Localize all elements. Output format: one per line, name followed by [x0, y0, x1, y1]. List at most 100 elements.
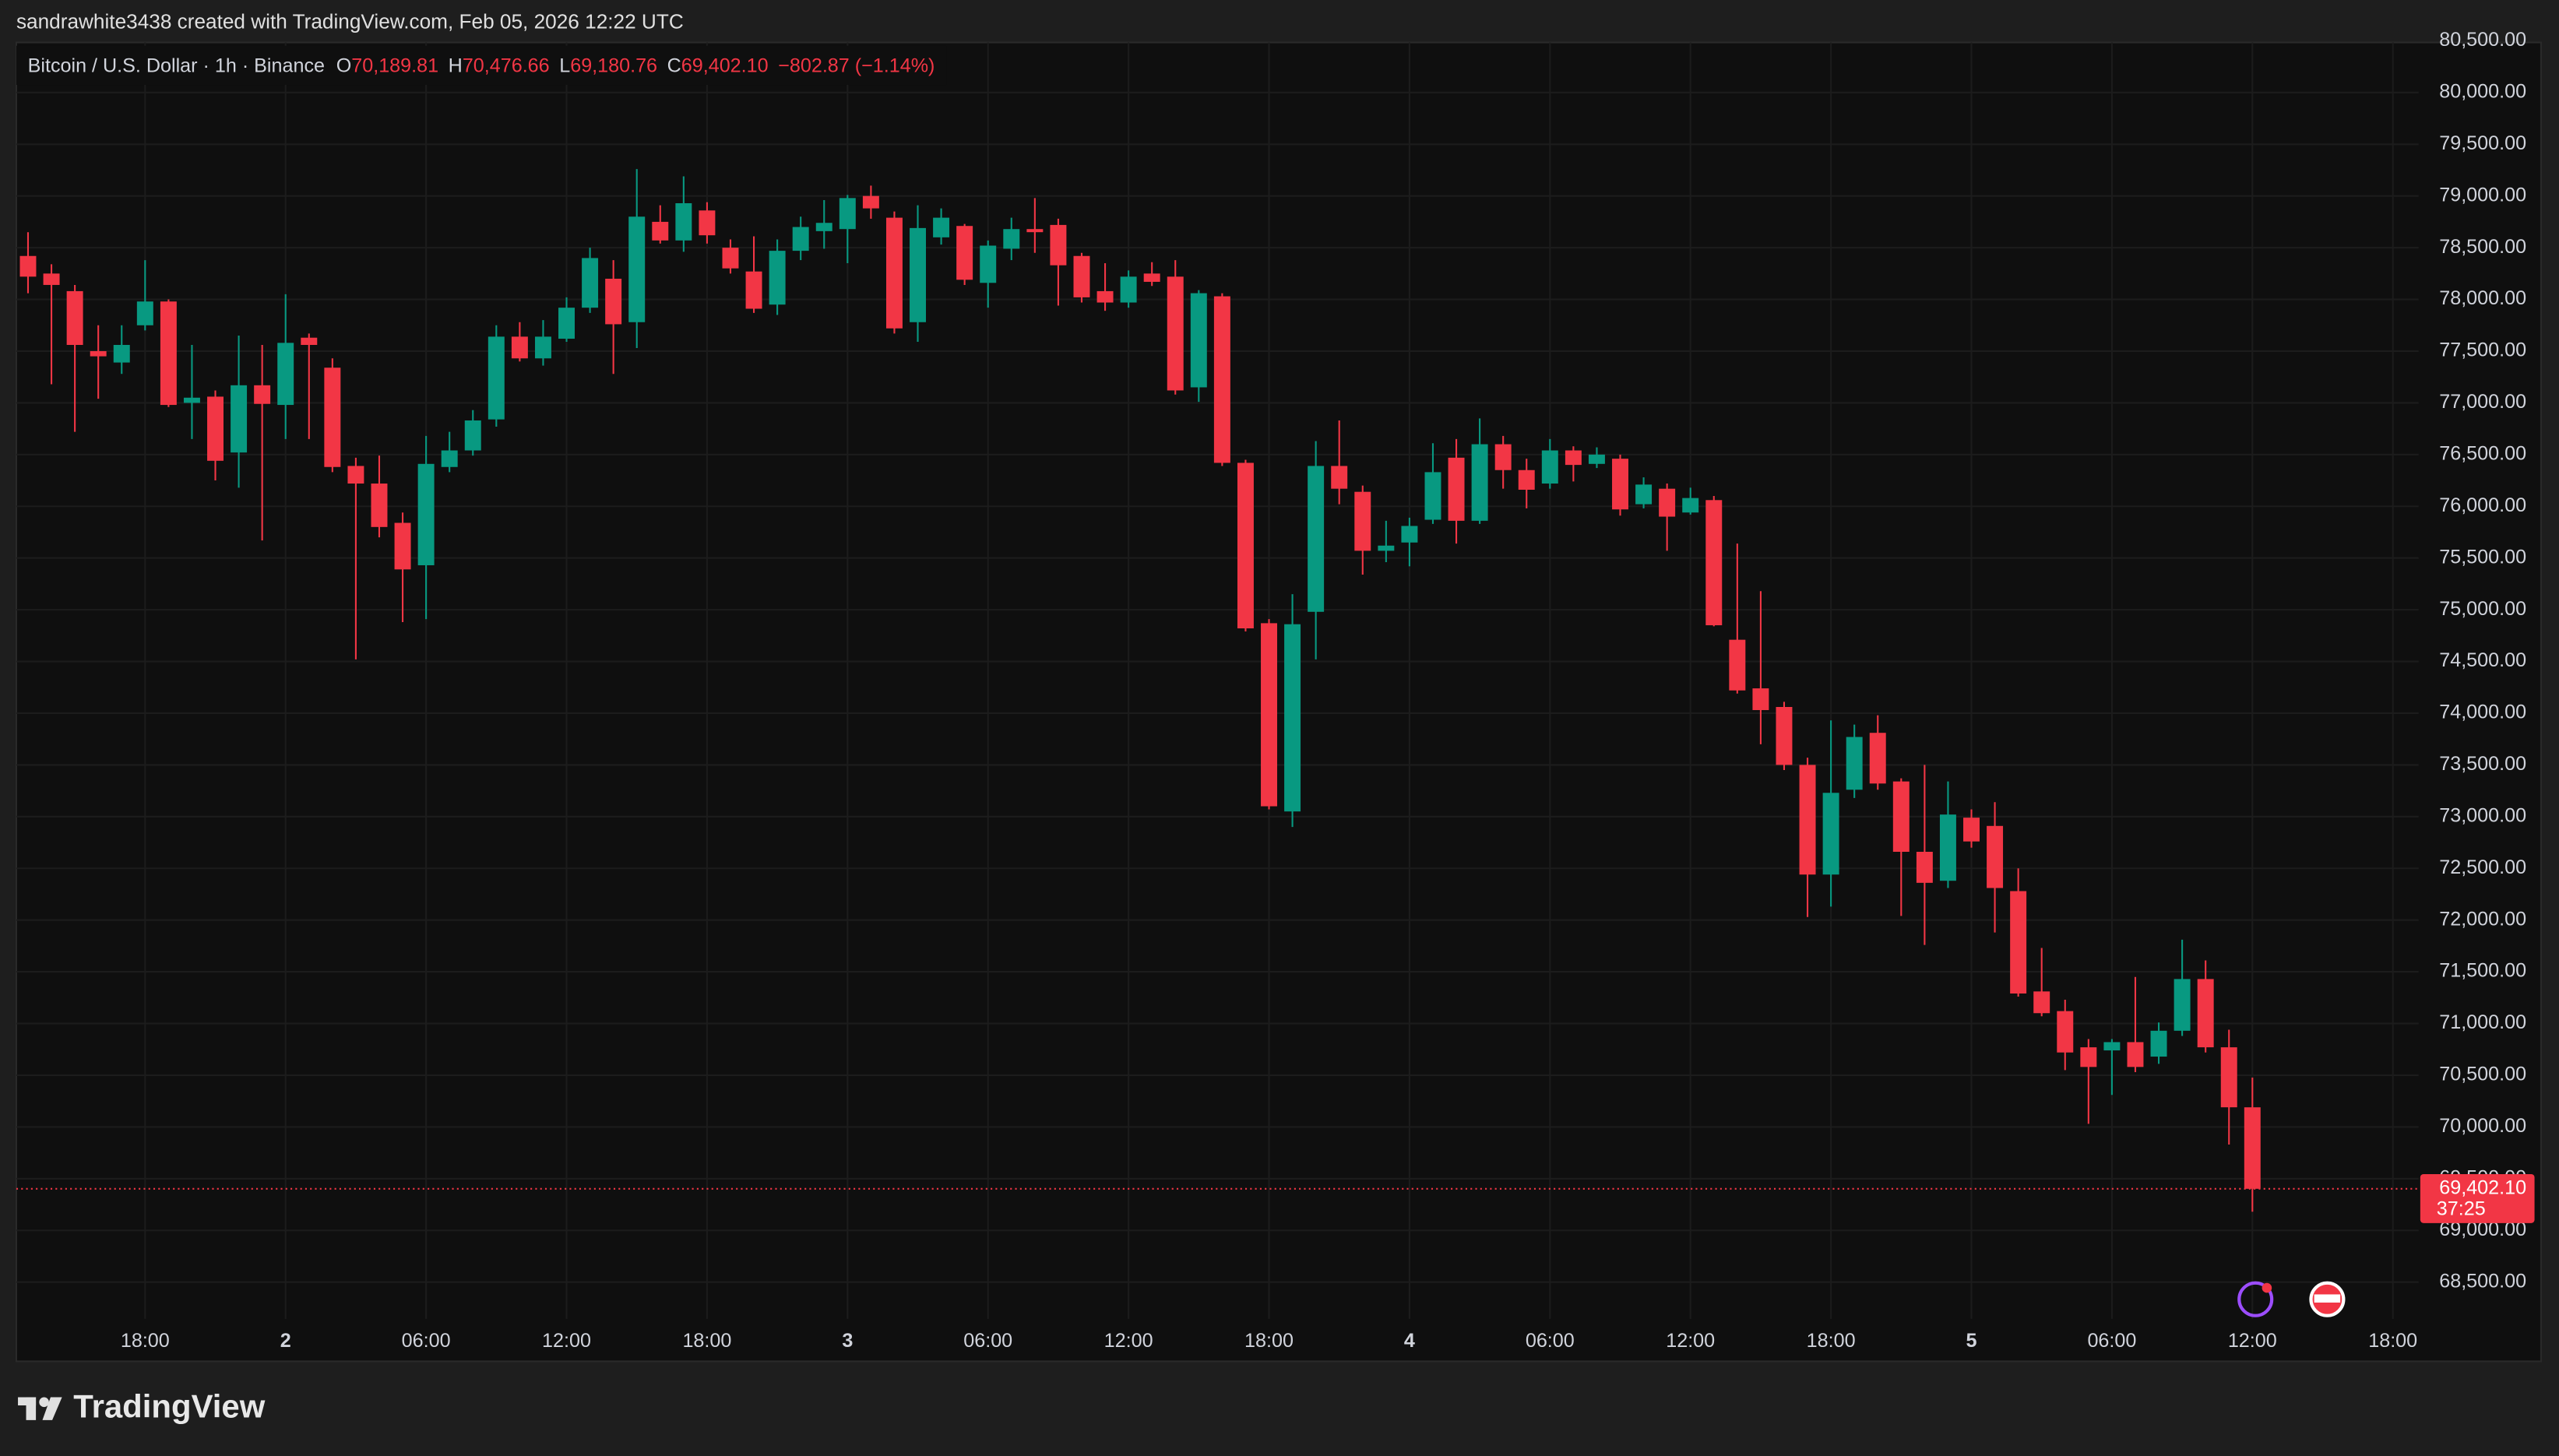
y-tick-label: 73,000.00 — [2439, 804, 2526, 826]
candle-body — [1237, 462, 1254, 629]
candle-body — [1541, 450, 1558, 484]
candle-body — [160, 301, 177, 406]
candle-body — [2174, 979, 2191, 1031]
icon-dot — [2262, 1282, 2272, 1293]
candle-body — [1588, 454, 1605, 464]
y-tick-label: 70,500.00 — [2439, 1064, 2526, 1085]
y-tick-label: 74,000.00 — [2439, 702, 2526, 723]
candle-body — [1331, 466, 1348, 489]
candles — [19, 169, 2261, 1212]
candle-body — [980, 245, 997, 283]
y-tick-label: 73,500.00 — [2439, 753, 2526, 775]
ohlc-key: C — [667, 55, 681, 77]
logo-mark — [39, 1397, 49, 1408]
x-tick-label: 06:00 — [963, 1330, 1012, 1352]
candle-body — [301, 337, 318, 346]
candle-body — [19, 255, 37, 277]
candle-body — [511, 336, 528, 359]
countdown: 37:25 — [2437, 1198, 2486, 1220]
candle-body — [1776, 706, 1793, 765]
candle-body — [1659, 488, 1676, 517]
candle-body — [534, 336, 551, 359]
y-tick-label: 77,000.00 — [2439, 391, 2526, 413]
candle-body — [1471, 444, 1488, 521]
candle-body — [464, 420, 481, 451]
candle-body — [1729, 639, 1746, 691]
ohlc-value: 70,476.66 — [463, 55, 550, 77]
x-tick-label: 06:00 — [402, 1330, 451, 1352]
candle-body — [1752, 688, 1769, 710]
ohlc-value: 69,402.10 — [681, 55, 769, 77]
candle-body — [1401, 526, 1418, 543]
candle-body — [1073, 255, 1090, 297]
x-tick-label: 12:00 — [542, 1330, 591, 1352]
candle-body — [745, 271, 762, 309]
candle-body — [1284, 624, 1301, 812]
candle-body — [254, 385, 271, 404]
candle-body — [1448, 457, 1465, 521]
x-tick-label: 12:00 — [2228, 1330, 2277, 1352]
candle-body — [652, 221, 669, 241]
y-tick-label: 74,500.00 — [2439, 649, 2526, 671]
x-tick-label: 18:00 — [1807, 1330, 1856, 1352]
candle-body — [417, 463, 435, 565]
candle-body — [1682, 498, 1699, 513]
candle-body — [558, 308, 575, 339]
candle-body — [347, 466, 364, 484]
candle-body — [136, 301, 153, 325]
candle-body — [675, 202, 692, 241]
author-note: sandrawhite3438 created with TradingView… — [16, 9, 684, 33]
candle-body — [207, 396, 224, 461]
y-tick-label: 68,500.00 — [2439, 1270, 2526, 1292]
ohlc-key: L — [559, 55, 570, 77]
candle-body — [862, 195, 879, 209]
candle-body — [1987, 825, 2004, 888]
x-tick-label: 06:00 — [1526, 1330, 1575, 1352]
candle-body — [1565, 450, 1582, 466]
ohlc-value: 69,180.76 — [570, 55, 657, 77]
y-tick-label: 75,000.00 — [2439, 598, 2526, 620]
y-tick-label: 71,500.00 — [2439, 960, 2526, 982]
candle-body — [2220, 1047, 2237, 1108]
candle-body — [1916, 851, 1933, 883]
y-tick-label: 79,000.00 — [2439, 184, 2526, 206]
candle-body — [2127, 1042, 2144, 1067]
candle-body — [628, 216, 646, 322]
candle-body — [324, 368, 341, 467]
candle-body — [2010, 891, 2027, 994]
candle-body — [231, 385, 248, 453]
x-tick-label: 2 — [280, 1330, 291, 1352]
candle-body — [1635, 484, 1653, 505]
candle-body — [1378, 545, 1395, 551]
candle-body — [488, 336, 505, 420]
x-tick-label: 06:00 — [2087, 1330, 2136, 1352]
ohlc-key: O — [336, 55, 352, 77]
candle-body — [371, 484, 388, 527]
candle-body — [769, 251, 786, 305]
x-tick-label: 4 — [1404, 1330, 1415, 1352]
y-tick-label: 72,000.00 — [2439, 908, 2526, 930]
candle-body — [1143, 273, 1160, 282]
candle-body — [1354, 491, 1371, 551]
candle-body — [792, 227, 809, 251]
candle-body — [2033, 991, 2050, 1014]
candle-body — [605, 278, 622, 325]
axes: 68,500.0069,000.0069,500.0070,000.0070,5… — [16, 29, 2535, 1352]
candle-body — [183, 397, 200, 403]
icon[interactable] — [2237, 1281, 2274, 1317]
grid — [16, 42, 2419, 1319]
candle-body — [722, 248, 739, 269]
chart-panel — [15, 41, 2542, 1363]
bottom-icons — [2237, 1281, 2346, 1317]
candle-body — [1190, 293, 1207, 388]
logo: TradingView — [18, 1387, 266, 1424]
candle-body — [1705, 500, 1723, 626]
ohlc-header: O 70,189.81 H 70,476.66 L 69,180.76 C 69,402.10… — [336, 55, 935, 77]
x-tick-label: 18:00 — [121, 1330, 170, 1352]
candle-body — [1003, 229, 1020, 249]
logo-mark — [42, 1397, 62, 1420]
candle-body — [43, 273, 60, 285]
legend-bg — [16, 45, 947, 86]
x-tick-label: 12:00 — [1666, 1330, 1715, 1352]
